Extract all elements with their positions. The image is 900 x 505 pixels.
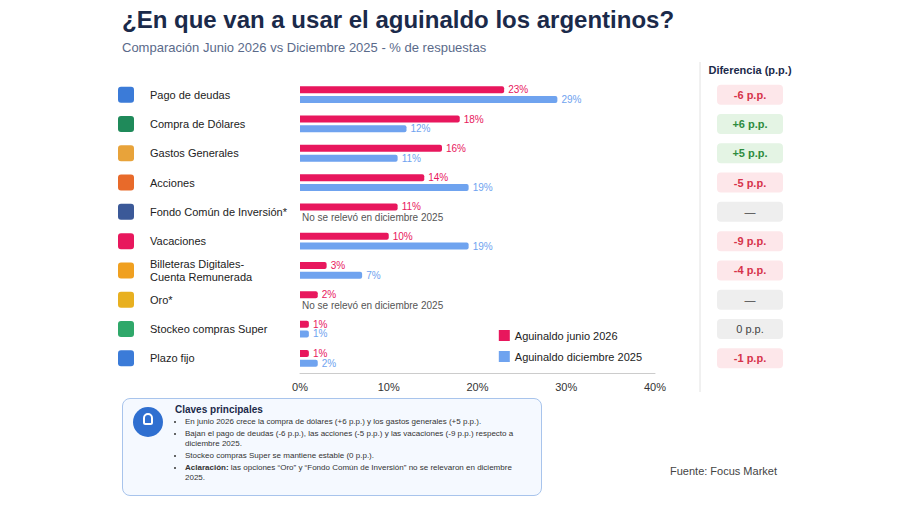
svg-text:+6 p.p.: +6 p.p. xyxy=(732,118,767,130)
svg-text:Cuenta Remunerada: Cuenta Remunerada xyxy=(150,271,253,283)
svg-text:Diferencia (p.p.): Diferencia (p.p.) xyxy=(708,64,791,76)
svg-text:11%: 11% xyxy=(402,201,421,212)
svg-text:1%: 1% xyxy=(312,318,328,330)
svg-text:Plazo fijo: Plazo fijo xyxy=(150,352,195,364)
svg-text:19%: 19% xyxy=(473,182,493,193)
svg-text:14%: 14% xyxy=(428,172,448,183)
html-text:Claves principales: Claves principales xyxy=(175,404,263,415)
svg-text:16%: 16% xyxy=(446,143,466,154)
html-text:Stockeo compras Super se manti: Stockeo compras Super se mantiene establ… xyxy=(185,451,374,460)
svg-text:Billeteras Digitales-: Billeteras Digitales- xyxy=(150,258,244,270)
svg-text:1%: 1% xyxy=(312,348,328,359)
svg-text:+5 p.p.: +5 p.p. xyxy=(732,147,767,159)
html-text:Aclaración: las opciones “Oro”: Aclaración: las opciones “Oro” y “Fondo … xyxy=(185,463,512,482)
svg-text:Stockeo compras Super: Stockeo compras Super xyxy=(150,323,268,335)
svg-text:12%: 12% xyxy=(411,123,431,134)
svg-text:1%: 1% xyxy=(313,328,328,339)
svg-text:10%: 10% xyxy=(378,381,400,393)
svg-text:23%: 23% xyxy=(508,84,528,95)
svg-text:-6 p.p.: -6 p.p. xyxy=(734,89,766,101)
svg-text:11%: 11% xyxy=(402,153,421,164)
html-text:Comparación Junio 2026 vs Dici: Comparación Junio 2026 vs Diciembre 2025… xyxy=(122,40,487,55)
svg-text:-9 p.p.: -9 p.p. xyxy=(734,235,766,247)
svg-text:18%: 18% xyxy=(464,114,484,125)
svg-text:2%: 2% xyxy=(322,358,337,369)
svg-text:Vacaciones: Vacaciones xyxy=(150,235,207,247)
svg-text:Acciones: Acciones xyxy=(150,177,195,189)
svg-text:-5 p.p.: -5 p.p. xyxy=(734,177,766,189)
html-text:¿En que van a usar el aguinald: ¿En que van a usar el aguinaldo los arge… xyxy=(122,6,675,33)
svg-text:No se relevó en diciembre 2025: No se relevó en diciembre 2025 xyxy=(302,212,444,223)
svg-text:0%: 0% xyxy=(292,381,308,393)
svg-text:Pago de deudas: Pago de deudas xyxy=(150,89,231,101)
svg-text:—: — xyxy=(745,294,756,306)
svg-text:Fondo Común de Inversión*: Fondo Común de Inversión* xyxy=(150,206,288,218)
svg-text:3%: 3% xyxy=(331,260,346,271)
svg-text:Gastos Generales: Gastos Generales xyxy=(150,147,239,159)
svg-text:Compra de Dólares: Compra de Dólares xyxy=(150,118,246,130)
svg-text:7%: 7% xyxy=(366,270,381,281)
html-text:Bajan el pago de deudas (-6 p.: Bajan el pago de deudas (-6 p.p.), las a… xyxy=(185,429,514,448)
svg-text:Aguinaldo junio 2026: Aguinaldo junio 2026 xyxy=(515,330,618,342)
svg-text:Oro*: Oro* xyxy=(150,294,173,306)
html-text:Fuente: Focus Market: Fuente: Focus Market xyxy=(670,465,777,477)
svg-text:0 p.p.: 0 p.p. xyxy=(736,323,764,335)
svg-text:19%: 19% xyxy=(473,241,493,252)
svg-text:-1 p.p.: -1 p.p. xyxy=(734,352,766,364)
html-text:En junio 2026 crece la compra: En junio 2026 crece la compra de dólares… xyxy=(185,417,482,426)
svg-text:29%: 29% xyxy=(561,94,581,105)
svg-text:30%: 30% xyxy=(555,381,577,393)
svg-text:-4 p.p.: -4 p.p. xyxy=(734,264,766,276)
svg-text:2%: 2% xyxy=(322,289,337,300)
svg-text:20%: 20% xyxy=(466,381,488,393)
svg-text:10%: 10% xyxy=(393,231,413,242)
svg-text:No se relevó en diciembre 2025: No se relevó en diciembre 2025 xyxy=(302,300,444,311)
svg-text:40%: 40% xyxy=(644,381,666,393)
svg-text:Aguinaldo diciembre 2025: Aguinaldo diciembre 2025 xyxy=(515,351,642,363)
svg-text:—: — xyxy=(745,206,756,218)
